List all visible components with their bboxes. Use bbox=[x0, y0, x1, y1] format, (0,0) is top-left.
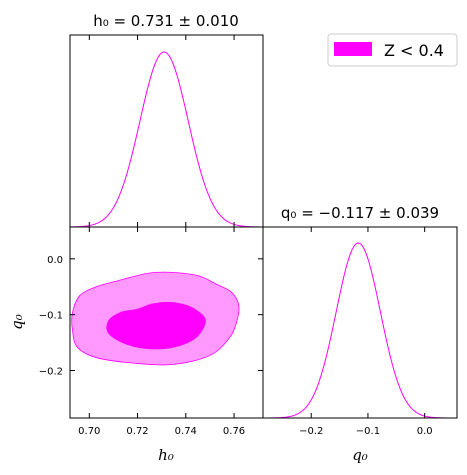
q0-x-tick-label: −0.1 bbox=[356, 426, 380, 437]
h0-x-tick-label: 0.72 bbox=[126, 426, 148, 437]
q0-marginal-line bbox=[263, 242, 457, 419]
legend: Z < 0.4 bbox=[327, 33, 458, 67]
q0-marginal-frame bbox=[262, 226, 458, 419]
joint-contour-panel: 0.70 0.72 0.74 0.76 −0.2 −0.1 0.0 bbox=[39, 226, 264, 437]
h0-marginal-line bbox=[69, 51, 264, 228]
h0-x-tick-label: 0.74 bbox=[175, 426, 197, 437]
y-axis-label-q0: q₀ bbox=[8, 314, 26, 330]
q0-y-tick-label: −0.2 bbox=[39, 367, 63, 378]
q0-title: q₀ = −0.117 ± 0.039 bbox=[281, 204, 439, 222]
q0-x-tick-label: 0.0 bbox=[417, 426, 433, 437]
h0-x-tick-label: 0.76 bbox=[223, 426, 245, 437]
x-axis-label-h0: h₀ bbox=[158, 446, 174, 464]
q0-y-tick-label: −0.1 bbox=[39, 311, 63, 322]
h0-marginal-panel bbox=[69, 34, 264, 228]
q0-marginal-panel: −0.2 −0.1 0.0 bbox=[262, 226, 458, 437]
h0-marginal-frame bbox=[69, 34, 264, 228]
h0-x-tick-label: 0.70 bbox=[78, 426, 100, 437]
legend-swatch bbox=[334, 42, 372, 56]
legend-label: Z < 0.4 bbox=[384, 41, 444, 60]
q0-y-tick-label: 0.0 bbox=[47, 255, 63, 266]
h0-title: h₀ = 0.731 ± 0.010 bbox=[93, 12, 239, 30]
x-axis-label-q0: q₀ bbox=[352, 446, 368, 464]
q0-x-tick-label: −0.2 bbox=[299, 426, 323, 437]
contour-68pct bbox=[106, 301, 206, 350]
